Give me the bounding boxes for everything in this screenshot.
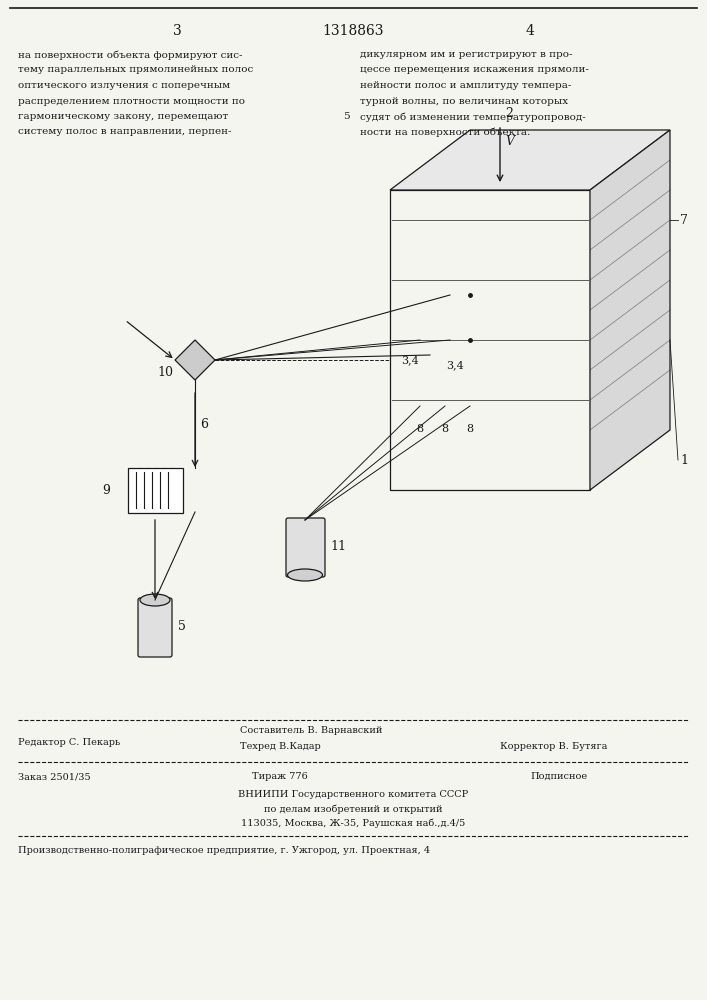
Text: 4: 4 <box>525 24 534 38</box>
Ellipse shape <box>140 594 170 606</box>
Polygon shape <box>390 130 670 190</box>
Text: 8: 8 <box>416 424 423 434</box>
Polygon shape <box>175 340 215 380</box>
Text: 9: 9 <box>102 484 110 496</box>
Text: Техред В.Кадар: Техред В.Кадар <box>240 742 321 751</box>
Text: Производственно-полиграфическое предприятие, г. Ужгород, ул. Проектная, 4: Производственно-полиграфическое предприя… <box>18 846 430 855</box>
Text: 8: 8 <box>467 424 474 434</box>
Text: на поверхности объекта формируют сис-: на поверхности объекта формируют сис- <box>18 50 243 60</box>
Text: 3,4: 3,4 <box>401 355 419 365</box>
Bar <box>128 468 183 513</box>
Text: 1: 1 <box>680 454 688 466</box>
Text: Тираж 776: Тираж 776 <box>252 772 308 781</box>
Text: систему полос в направлении, перпен-: систему полос в направлении, перпен- <box>18 127 231 136</box>
Text: 7: 7 <box>680 214 688 227</box>
Text: цессе перемещения искажения прямоли-: цессе перемещения искажения прямоли- <box>360 66 589 75</box>
Text: дикулярном им и регистрируют в про-: дикулярном им и регистрируют в про- <box>360 50 573 59</box>
Text: 3,4: 3,4 <box>446 360 464 370</box>
Text: ВНИИПИ Государственного комитета СССР: ВНИИПИ Государственного комитета СССР <box>238 790 468 799</box>
FancyBboxPatch shape <box>138 598 172 657</box>
Text: Корректор В. Бутяга: Корректор В. Бутяга <box>500 742 607 751</box>
FancyBboxPatch shape <box>286 518 325 577</box>
Text: тему параллельных прямолинейных полос: тему параллельных прямолинейных полос <box>18 66 253 75</box>
Text: Редактор С. Пекарь: Редактор С. Пекарь <box>18 738 120 747</box>
Text: Подписное: Подписное <box>530 772 587 781</box>
Text: 2: 2 <box>505 107 513 120</box>
Text: V: V <box>505 135 514 148</box>
Text: 5: 5 <box>343 112 349 121</box>
Text: 11: 11 <box>330 540 346 554</box>
Text: 8: 8 <box>441 424 448 434</box>
Text: 113035, Москва, Ж-35, Раушская наб.,д.4/5: 113035, Москва, Ж-35, Раушская наб.,д.4/… <box>241 818 465 828</box>
Text: Составитель В. Варнавский: Составитель В. Варнавский <box>240 726 382 735</box>
Text: 1318863: 1318863 <box>322 24 384 38</box>
Text: Заказ 2501/35: Заказ 2501/35 <box>18 772 90 781</box>
Text: гармоническому закону, перемещают: гармоническому закону, перемещают <box>18 112 228 121</box>
Text: 6: 6 <box>200 418 208 430</box>
Polygon shape <box>590 130 670 490</box>
Text: нейности полос и амплитуду темпера-: нейности полос и амплитуду темпера- <box>360 81 571 90</box>
Text: оптического излучения с поперечным: оптического излучения с поперечным <box>18 81 230 90</box>
Text: 10: 10 <box>157 365 173 378</box>
Text: по делам изобретений и открытий: по делам изобретений и открытий <box>264 804 443 814</box>
Text: турной волны, по величинам которых: турной волны, по величинам которых <box>360 97 568 105</box>
Text: 5: 5 <box>178 620 186 634</box>
Text: распределением плотности мощности по: распределением плотности мощности по <box>18 97 245 105</box>
Text: ности на поверхности объекта.: ности на поверхности объекта. <box>360 127 530 137</box>
Text: 3: 3 <box>173 24 182 38</box>
Ellipse shape <box>288 569 322 581</box>
Text: судят об изменении температуропровод-: судят об изменении температуропровод- <box>360 112 586 121</box>
